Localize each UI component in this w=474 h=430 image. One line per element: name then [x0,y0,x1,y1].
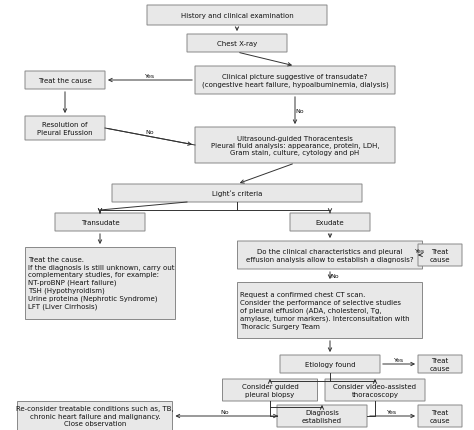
FancyBboxPatch shape [325,379,425,401]
Text: Transudate: Transudate [81,219,119,225]
FancyBboxPatch shape [25,117,105,141]
Text: Request a confirmed chest CT scan.
Consider the performance of selective studies: Request a confirmed chest CT scan. Consi… [240,292,410,329]
Text: Exudate: Exudate [316,219,344,225]
FancyBboxPatch shape [418,405,462,427]
Text: History and clinical examination: History and clinical examination [181,13,293,19]
Text: Treat
cause: Treat cause [430,357,450,371]
FancyBboxPatch shape [277,405,367,427]
FancyBboxPatch shape [418,355,462,373]
FancyBboxPatch shape [237,283,422,338]
Text: Treat the cause.
If the diagnosis is still unknown, carry out
complementary stud: Treat the cause. If the diagnosis is sti… [28,257,174,310]
FancyBboxPatch shape [112,184,362,203]
Text: Lightʼs criteria: Lightʼs criteria [212,190,262,197]
FancyBboxPatch shape [147,6,327,26]
FancyBboxPatch shape [195,67,395,95]
Text: Yes: Yes [145,74,155,79]
Text: Treat
cause: Treat cause [430,249,450,262]
FancyBboxPatch shape [25,72,105,90]
Text: Consider guided
pleural biopsy: Consider guided pleural biopsy [242,384,298,397]
Text: Chest X-ray: Chest X-ray [217,41,257,47]
Text: Resolution of
Pleural Efussion: Resolution of Pleural Efussion [37,122,93,135]
Text: Diagnosis
established: Diagnosis established [302,409,342,423]
FancyBboxPatch shape [18,401,173,430]
Text: Yes: Yes [394,358,404,362]
FancyBboxPatch shape [237,241,422,269]
Text: No: No [296,109,304,114]
FancyBboxPatch shape [187,35,287,53]
Text: No: No [146,130,155,135]
Text: Yes: Yes [415,249,425,254]
Text: No: No [331,273,339,278]
Text: Treat
cause: Treat cause [430,409,450,423]
FancyBboxPatch shape [290,214,370,231]
FancyBboxPatch shape [280,355,380,373]
FancyBboxPatch shape [25,247,175,319]
Text: Consider video-assisted
thoracoscopy: Consider video-assisted thoracoscopy [334,384,417,397]
FancyBboxPatch shape [55,214,145,231]
Text: No: No [220,409,229,415]
Text: Do the clinical characteristics and pleural
effusion analysis allow to establish: Do the clinical characteristics and pleu… [246,249,414,262]
FancyBboxPatch shape [195,128,395,164]
Text: Yes: Yes [387,409,398,415]
FancyBboxPatch shape [418,244,462,266]
FancyBboxPatch shape [222,379,318,401]
Text: Etiology found: Etiology found [305,361,355,367]
Text: Treat the cause: Treat the cause [38,78,92,84]
Text: Re-consider treatable conditions such as, TB,
chronic heart failure and malignan: Re-consider treatable conditions such as… [16,405,174,427]
Text: Clinical picture suggestive of transudate?
(congestive heart failure, hypoalbumi: Clinical picture suggestive of transudat… [201,74,388,88]
Text: Ultrasound-guided Thoracentesis
Pleural fluid analysis: appearance, protein, LDH: Ultrasound-guided Thoracentesis Pleural … [210,135,379,156]
